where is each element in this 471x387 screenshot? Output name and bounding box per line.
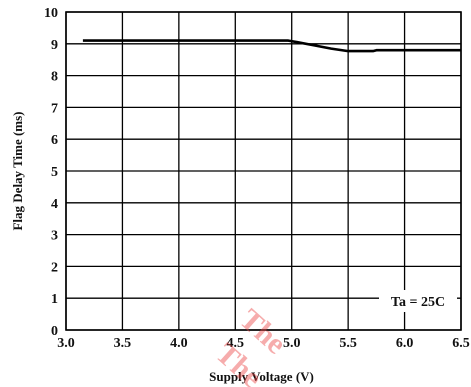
x-axis-ticks: 3.0 3.5 4.0 4.5 5.0 5.5 6.0 6.5 [57,336,470,351]
y-axis-label: Flag Delay Time (ms) [10,111,25,230]
series-line [82,39,461,53]
y-tick-label: 8 [51,70,58,85]
y-tick-label: 4 [51,197,58,212]
grid-lines [65,11,462,331]
x-tick-label: 6.0 [396,336,414,351]
x-axis-label: Supply Voltage (V) [209,369,314,384]
plot-frame [65,11,462,331]
y-tick-label: 6 [51,133,58,148]
y-tick-label: 5 [51,165,58,180]
x-tick-label: 5.0 [283,336,301,351]
temperature-annotation: Ta = 25C [391,295,445,310]
y-tick-label: 7 [51,101,58,116]
x-tick-label: 6.5 [452,336,470,351]
y-tick-label: 3 [51,229,58,244]
y-axis-ticks: 0 1 2 3 4 5 6 7 8 9 10 [44,6,58,339]
x-tick-label: 3.5 [114,336,132,351]
x-tick-label: 5.5 [339,336,357,351]
y-tick-label: 0 [51,324,58,339]
annotation-box [379,290,457,312]
y-tick-label: 2 [51,260,58,275]
x-tick-label: 3.0 [57,336,75,351]
y-tick-label: 10 [44,6,58,21]
y-tick-label: 1 [51,292,58,307]
x-tick-label: 4.0 [170,336,188,351]
x-tick-label: 4.5 [227,336,245,351]
y-tick-label: 9 [51,38,58,53]
